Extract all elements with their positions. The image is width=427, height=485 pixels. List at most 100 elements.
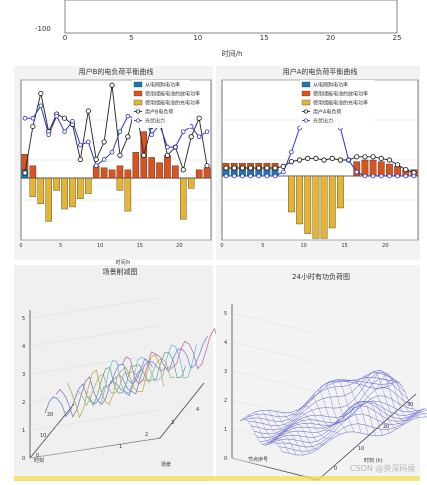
surface-mesh-col: [247, 415, 290, 454]
surface-mesh-col: [283, 412, 326, 445]
b-legend-label: 使用储能电池的充电功率: [145, 100, 200, 107]
b-legend-swatch: [133, 90, 143, 97]
surface-y-tick: 30: [407, 402, 413, 408]
scene-z-tick: 3: [22, 372, 25, 378]
b-bar-charge: [61, 177, 68, 210]
surface-xlabel: 节点序号: [248, 456, 268, 463]
panel-a-title: 用户A的电负荷平衡曲线: [283, 67, 358, 76]
scene-z-tick: 4: [22, 344, 25, 350]
bottom-strip: [14, 476, 420, 481]
b-legend-label: 使用储能电池的放电功率: [145, 91, 200, 98]
b-pv-point: [180, 129, 186, 134]
a-bar-charge: [296, 175, 303, 225]
scene-line: [88, 351, 186, 407]
b-pv-point: [196, 134, 202, 140]
b-legend-label: 光伏出力: [145, 118, 165, 125]
a-load-point: [403, 167, 409, 173]
surface-mesh-row: [281, 416, 427, 456]
scene-y-tick: 20: [47, 412, 53, 418]
scene-z-tick: 2: [22, 400, 25, 406]
b-load-point: [188, 134, 194, 140]
surface-mesh-col: [326, 381, 369, 435]
top-ytick: -100: [35, 25, 51, 33]
scene-line: [99, 343, 197, 406]
surface-z-tick: 2: [224, 398, 227, 404]
a-xtick: 15: [341, 243, 347, 249]
b-pv-point: [101, 157, 107, 162]
a-load-point: [394, 162, 401, 168]
a-pv-point: [248, 173, 253, 179]
panel-b-xlabel: 时间/h: [116, 259, 131, 266]
a-load-point: [321, 157, 327, 163]
a-pv-point: [289, 149, 294, 155]
a-legend-swatch: [301, 81, 311, 88]
a-pv-point: [346, 157, 351, 163]
scene-z-tick: 5: [22, 316, 25, 322]
b-bar-discharge: [172, 165, 179, 179]
b-bar-charge: [37, 177, 45, 205]
b-bar-charge: [124, 177, 132, 212]
b-bar-discharge: [124, 169, 132, 179]
a-pv-point: [362, 173, 368, 179]
b-load-point: [22, 170, 28, 176]
a-legend-label: 使用储能电池的充电功率: [313, 100, 368, 107]
surface-mesh-row: [273, 405, 425, 443]
surface-mesh-col: [391, 381, 427, 411]
surface-axis-y: [317, 393, 417, 481]
b-load-point: [204, 163, 210, 169]
surface-mesh-row: [270, 401, 423, 444]
surface-grid: [231, 370, 316, 392]
scene-grid: [29, 325, 159, 347]
a-legend-bg: [300, 80, 375, 128]
surface-mesh-col: [347, 379, 391, 433]
b-load-point: [30, 123, 36, 130]
a-load-point: [386, 157, 393, 163]
b-pv-point: [38, 103, 44, 109]
surface-z-tick: 5: [224, 311, 227, 317]
b-xtick: 5: [59, 243, 62, 249]
surface-mesh-col: [369, 370, 412, 421]
scene-line: [121, 327, 219, 385]
b-bar-discharge: [156, 162, 163, 179]
a-pv-point: [354, 169, 360, 175]
b-pv-point: [70, 118, 75, 124]
a-load-point: [272, 165, 278, 171]
b-load-point: [109, 82, 115, 88]
b-bar-charge: [45, 177, 52, 222]
a-legend-marker: [303, 109, 309, 114]
a-pv-point: [403, 173, 409, 179]
scene-x-tick: 3: [171, 420, 174, 426]
surface-mesh-col: [362, 370, 405, 425]
scene-y-tick: 0: [36, 453, 39, 459]
a-pv-point: [280, 169, 286, 175]
b-bar-charge: [29, 177, 37, 197]
scene-y-tick: 10: [40, 433, 46, 439]
a-xtick: 5: [261, 243, 264, 249]
a-load-point: [305, 155, 311, 161]
b-pv-point: [109, 149, 115, 155]
a-pv-point: [395, 173, 400, 179]
surface-mesh-col: [376, 373, 419, 418]
a-load-point: [239, 165, 246, 171]
b-bar-discharge: [203, 167, 211, 179]
top-xlabel: 时间/h: [222, 49, 243, 58]
a-legend-label: 使用储能电池的放电功率: [313, 91, 368, 98]
surface-mesh-row: [239, 381, 392, 422]
scene-x-tick: 4: [196, 407, 199, 413]
b-bar-charge: [69, 177, 76, 208]
a-xtick: 20: [382, 243, 388, 249]
a-load-point: [223, 165, 229, 171]
a-load-point: [264, 165, 270, 171]
a-legend-swatch: [301, 99, 311, 106]
b-bar-charge: [187, 177, 195, 189]
a-pv-point: [223, 173, 229, 179]
b-legend-label: 用户B电负荷: [145, 109, 173, 116]
b-load-point: [141, 152, 147, 158]
scene-x-tick: 1: [119, 444, 122, 450]
b-pv-point: [46, 132, 52, 138]
scene-xlabel: 场景: [161, 461, 171, 468]
panel-surface-bg: [216, 265, 420, 481]
